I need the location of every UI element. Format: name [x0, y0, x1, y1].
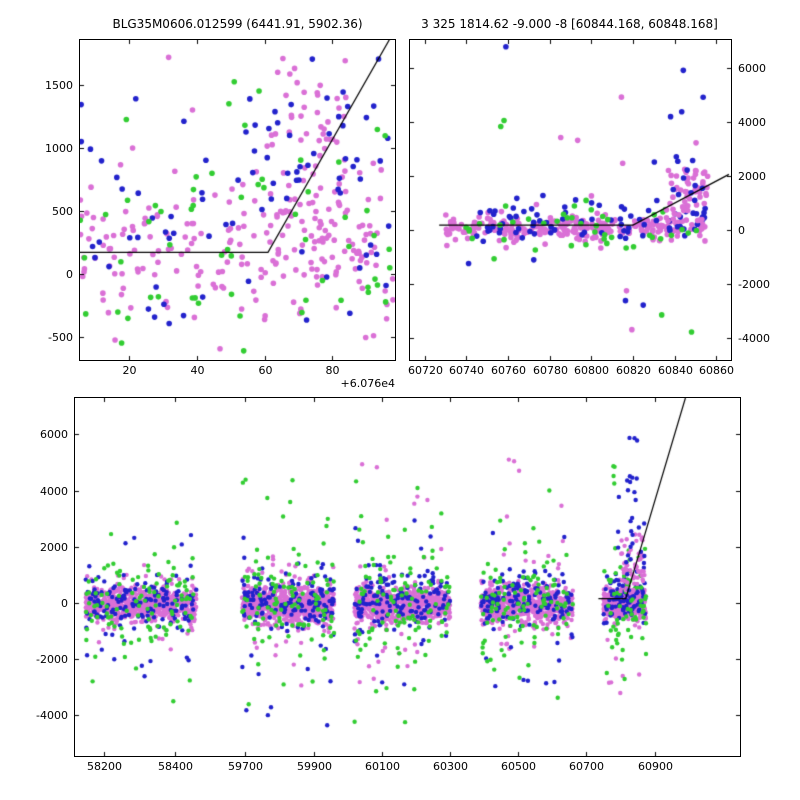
full-lightcurve-canvas	[75, 398, 740, 756]
x-tick-label: 60500	[501, 760, 536, 773]
y-tick-label: 6000	[40, 427, 68, 441]
x-tick-label: 40	[190, 364, 205, 377]
x-tick-label: 80	[325, 364, 340, 377]
x-tick-label: 60100	[365, 760, 400, 773]
x-tick-label: 58200	[87, 760, 122, 773]
x-tick-label: 60780	[533, 364, 568, 377]
x-tick-label: 60740	[449, 364, 484, 377]
event-window-canvas	[410, 40, 731, 360]
y-tick-label: 2000	[40, 540, 68, 554]
x-axis-offset-label: +6.076e4	[340, 377, 395, 390]
y-tick-label: -2000	[36, 652, 68, 666]
y-tick-label: 0	[61, 596, 68, 610]
y-tick-label: -500	[48, 330, 73, 344]
axes-full-lightcurve	[74, 397, 741, 757]
y-tick-label: 4000	[738, 115, 766, 129]
x-tick-label: 60900	[638, 760, 673, 773]
y-tick-label: 0	[738, 223, 745, 237]
y-tick-label: 2000	[738, 169, 766, 183]
plot-title-event-window: 3 325 1814.62 -9.000 -8 [60844.168, 6084…	[421, 17, 718, 31]
x-tick-label: 60860	[699, 364, 734, 377]
x-tick-label: 59900	[297, 760, 332, 773]
y-tick-label: -2000	[738, 277, 770, 291]
x-tick-label: 60700	[569, 760, 604, 773]
y-tick-label: 1000	[45, 141, 73, 155]
y-tick-label: 1500	[45, 78, 73, 92]
axes-event-window	[409, 39, 732, 361]
y-tick-label: -4000	[738, 331, 770, 345]
y-tick-label: 4000	[40, 484, 68, 498]
y-tick-label: 0	[66, 267, 73, 281]
zoom-event-canvas	[80, 40, 395, 360]
x-tick-label: 60300	[433, 760, 468, 773]
y-tick-label: 6000	[738, 61, 766, 75]
x-tick-label: 20	[122, 364, 137, 377]
x-tick-label: 60760	[491, 364, 526, 377]
x-tick-label: 60	[258, 364, 273, 377]
plot-title-zoom-event: BLG35M0606.012599 (6441.91, 5902.36)	[112, 17, 363, 31]
x-tick-label: 60820	[616, 364, 651, 377]
x-tick-label: 59700	[228, 760, 263, 773]
x-tick-label: 60840	[658, 364, 693, 377]
y-tick-label: -4000	[36, 708, 68, 722]
x-tick-label: 60800	[574, 364, 609, 377]
x-tick-label: 60720	[408, 364, 443, 377]
axes-zoom-event	[79, 39, 396, 361]
y-tick-label: 500	[52, 204, 73, 218]
x-tick-label: 58400	[158, 760, 193, 773]
